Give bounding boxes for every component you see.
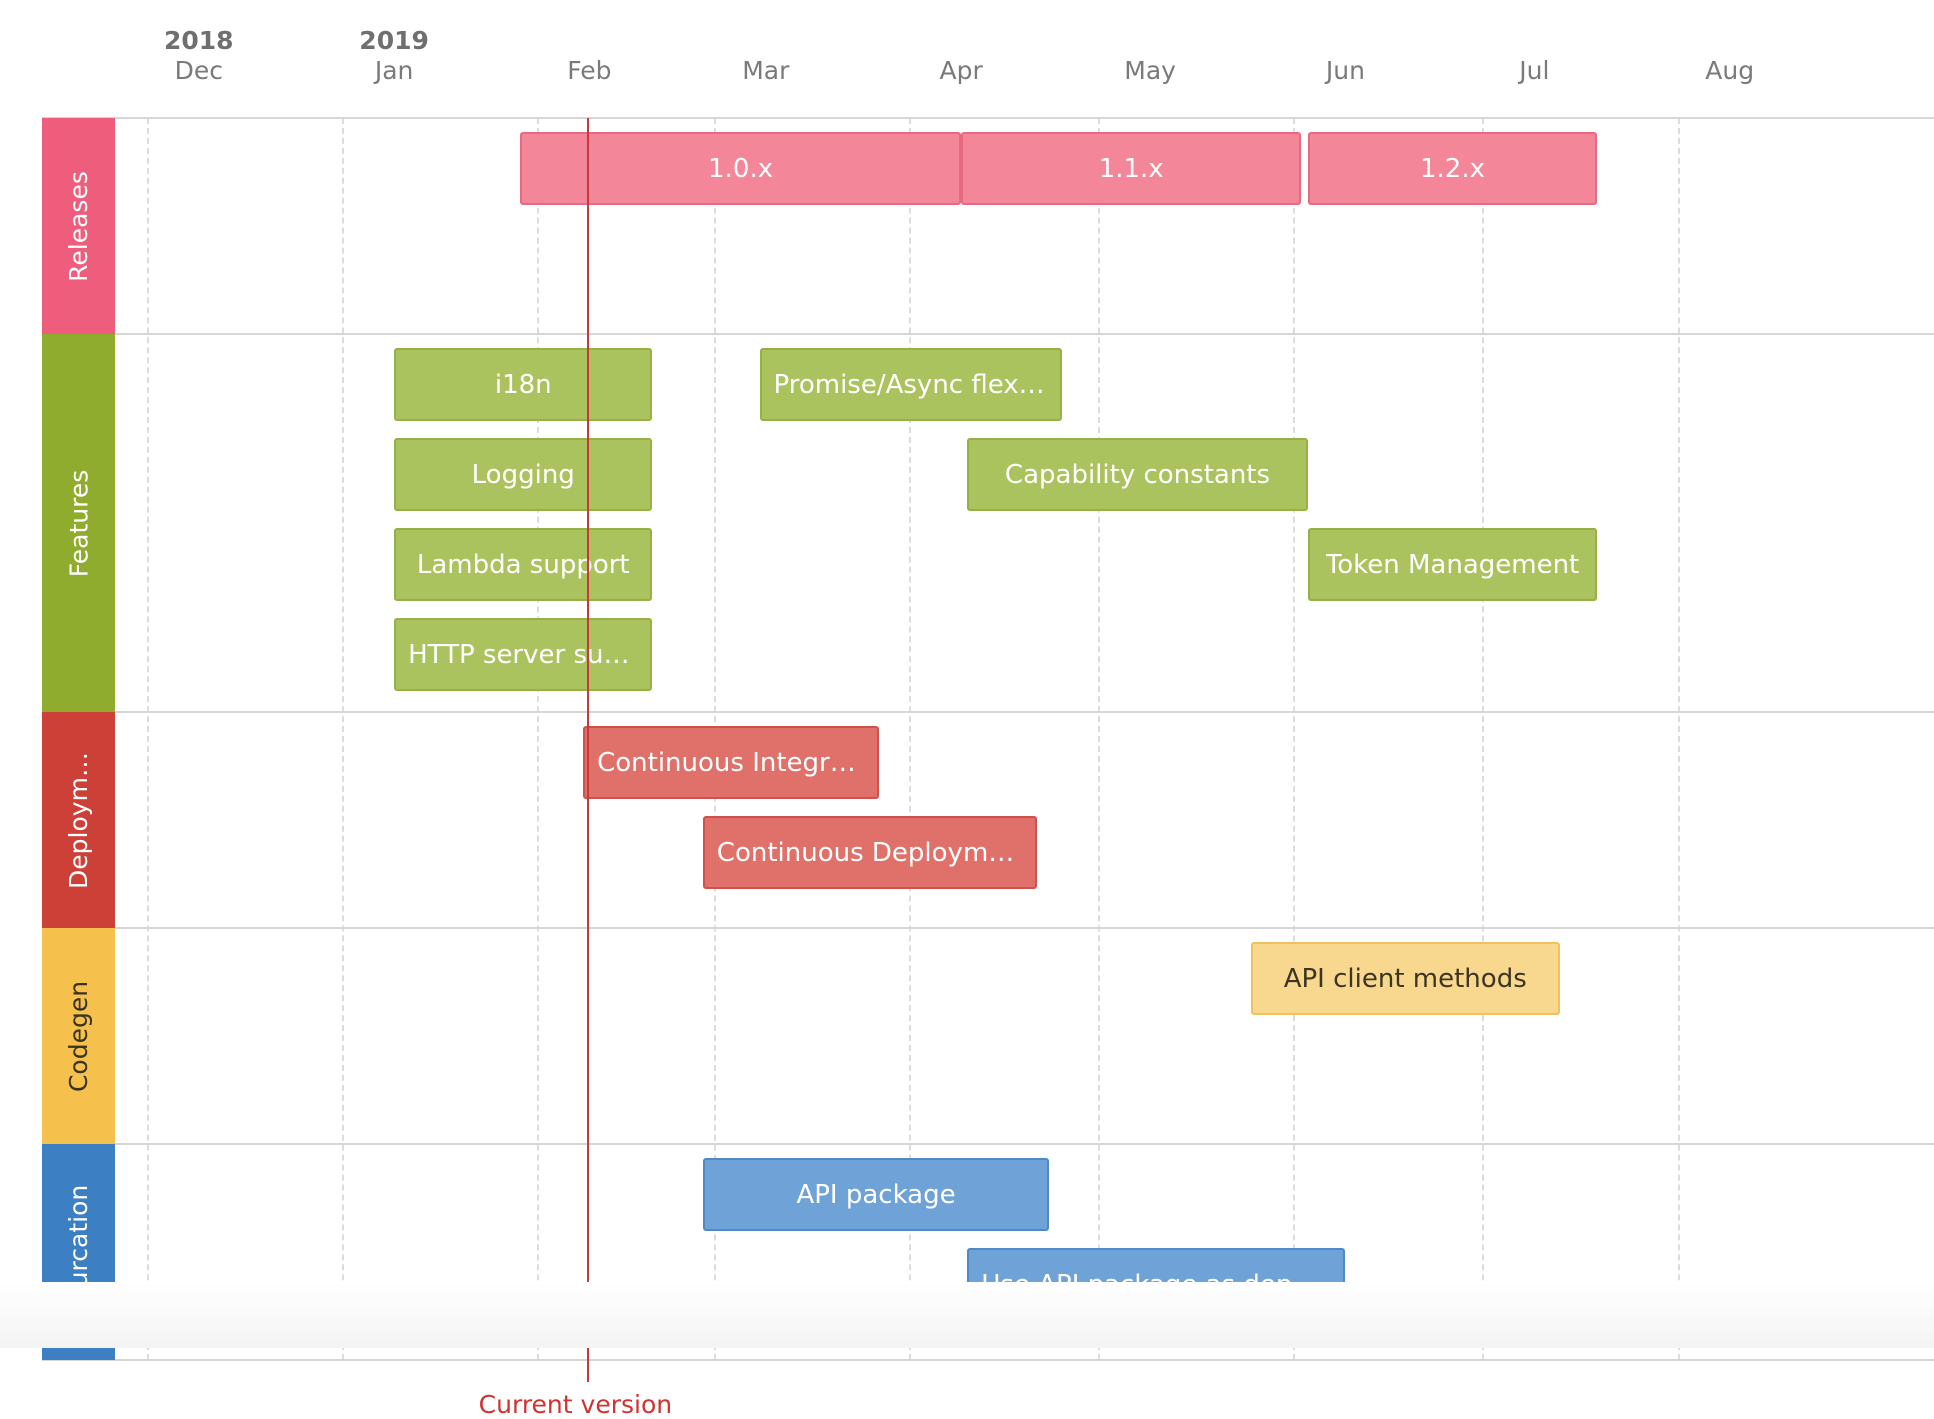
item-label: HTTP server sup… [408,639,639,670]
group-releases: Releases [42,118,115,334]
timeline-item-bifurcation[interactable]: API package [702,1158,1050,1231]
month-label: Jun [1325,56,1365,85]
timeline-item-features[interactable]: HTTP server sup… [394,618,653,691]
month-label: Aug [1705,56,1755,85]
item-label: Continuous Deployment [716,837,1023,868]
item-label: 1.2.x [1419,153,1485,184]
month-label: Jul [1519,56,1550,85]
group-separator [42,1359,1934,1361]
group-label: Releases [64,170,93,282]
group-separator [42,1143,1934,1145]
month-label: Apr [939,56,983,85]
item-label: Promise/Async flexib… [773,369,1048,400]
group-codegen: Codegen [42,928,115,1144]
current-version-label: Current version [478,1390,673,1419]
group-label: Codegen [64,980,94,1092]
month-label: Feb [567,56,612,85]
year-label: 2019 [359,26,429,55]
item-label: Logging [471,459,575,490]
bottom-shadow [0,1282,1934,1348]
timeline-item-features[interactable]: Promise/Async flexib… [759,348,1062,421]
item-label: 1.1.x [1098,153,1164,184]
group-label: Features [64,469,93,577]
item-label: API package [796,1179,956,1210]
timeline-item-releases[interactable]: 1.1.x [961,132,1302,205]
current-version-marker [587,118,590,1382]
timeline-item-features[interactable]: Capability constants [967,438,1308,511]
timeline-item-features[interactable]: i18n [394,348,653,421]
month-gridline [909,118,912,1360]
item-label: Continuous Integrat… [597,747,866,778]
group-deployment: Deploym… [42,712,115,928]
timeline-item-releases[interactable]: 1.2.x [1307,132,1598,205]
month-label: Dec [174,56,223,85]
month-gridline [146,118,149,1360]
timeline-item-deployment[interactable]: Continuous Integrat… [583,726,880,799]
month-gridline [537,118,540,1360]
year-label: 2018 [164,26,234,55]
item-label: API client methods [1283,963,1527,994]
group-separator [42,927,1934,929]
month-label: Jan [374,56,414,85]
timeline-item-features[interactable]: Token Management [1307,528,1598,601]
month-label: Mar [742,56,790,85]
month-gridline [1098,118,1101,1360]
group-separator [42,117,1934,119]
group-label: Deploym… [64,751,94,889]
group-features: Features [42,334,115,712]
timeline-item-features[interactable]: Logging [394,438,653,511]
timeline-item-releases[interactable]: 1.0.x [520,132,962,205]
item-label: Lambda support [416,549,630,580]
month-gridline [342,118,345,1360]
item-label: i18n [494,369,552,400]
month-label: May [1124,56,1176,85]
timeline-item-features[interactable]: Lambda support [394,528,653,601]
item-label: 1.0.x [708,153,774,184]
item-label: Capability constants [1004,459,1271,490]
month-gridline [1482,118,1485,1360]
month-gridline [1677,118,1680,1360]
group-separator [42,333,1934,335]
timeline-item-codegen[interactable]: API client methods [1250,942,1560,1015]
group-separator [42,711,1934,713]
roadmap-timeline: 2018 2019 Dec Jan Feb Mar Apr May Jun Jul Aug Relea… [42,26,1934,1419]
item-label: Token Management [1325,549,1580,580]
timeline-item-deployment[interactable]: Continuous Deployment [702,816,1037,889]
month-gridline [1293,118,1296,1360]
